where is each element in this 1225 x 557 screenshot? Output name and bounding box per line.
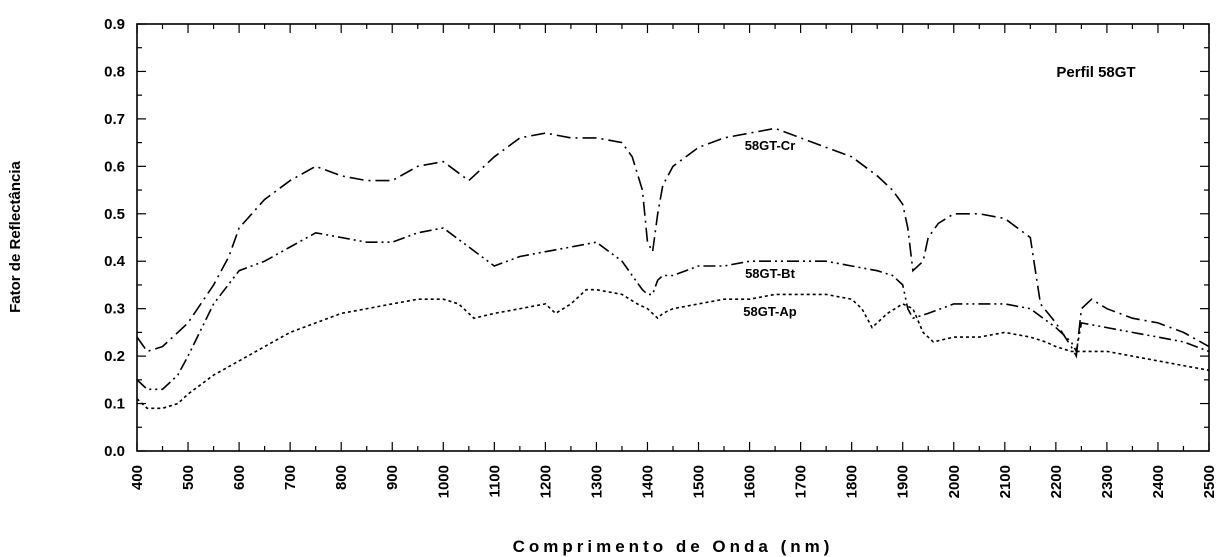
y-tick-label: 0.0 xyxy=(104,443,125,460)
series-label-3: 58GT-Ap xyxy=(743,304,797,319)
y-tick-label: 0.3 xyxy=(104,301,125,318)
series-line-3 xyxy=(136,288,1210,410)
x-tick-label: 1200 xyxy=(537,465,554,498)
series-line-1 xyxy=(136,127,1210,359)
y-tick-label: 0.6 xyxy=(104,158,125,175)
x-tick-label: 1300 xyxy=(588,465,605,498)
y-tick-label: 0.2 xyxy=(104,348,125,365)
x-tick-label: 1800 xyxy=(844,465,861,498)
x-tick-label: 1400 xyxy=(639,465,656,498)
x-tick-label: 2100 xyxy=(997,465,1014,498)
y-axis-title: Fator de Reflectância xyxy=(7,160,24,312)
x-tick-label: 900 xyxy=(384,465,401,490)
tick-marks xyxy=(136,23,1210,452)
plot-frame xyxy=(136,23,1210,452)
x-tick-label: 2300 xyxy=(1099,465,1116,498)
x-tick-label: 1000 xyxy=(435,465,452,498)
y-tick-label: 0.8 xyxy=(104,63,125,80)
y-tick-labels: 0.0 0.1 0.2 0.3 0.4 0.5 0.6 0.7 0.8 0.9 xyxy=(104,16,126,460)
x-tick-label: 2000 xyxy=(946,465,963,498)
x-tick-label: 2400 xyxy=(1150,465,1167,498)
y-tick-label: 0.9 xyxy=(104,16,125,33)
series-line-2 xyxy=(136,227,1210,391)
y-tick-label: 0.5 xyxy=(104,206,125,223)
x-tick-label: 400 xyxy=(129,465,146,490)
x-tick-label: 1100 xyxy=(486,465,503,498)
x-tick-label: 600 xyxy=(231,465,248,490)
x-tick-label: 500 xyxy=(180,465,197,490)
panel-title: Perfil 58GT xyxy=(1056,64,1135,81)
series-lines xyxy=(136,127,1210,410)
x-tick-label: 1600 xyxy=(742,465,759,498)
series-label-1: 58GT-Cr xyxy=(745,138,796,153)
series-label-2: 58GT-Bt xyxy=(745,266,796,281)
x-tick-labels: 400 500 600 700 800 900 1000 1100 1200 1300 1400 15… xyxy=(129,465,1218,498)
x-tick-label: 2500 xyxy=(1201,465,1218,498)
x-tick-label: 1500 xyxy=(691,465,708,498)
x-tick-label: 700 xyxy=(282,465,299,490)
series-annotations: 58GT-Cr 58GT-Bt 58GT-Ap xyxy=(743,138,797,319)
x-tick-label: 2200 xyxy=(1048,465,1065,498)
y-tick-label: 0.7 xyxy=(104,111,125,128)
x-tick-label: 800 xyxy=(333,465,350,490)
y-tick-label: 0.4 xyxy=(104,253,126,270)
x-tick-label: 1700 xyxy=(793,465,810,498)
x-axis-title: Comprimento de Onda (nm) xyxy=(513,537,834,556)
y-tick-label: 0.1 xyxy=(104,396,125,413)
x-tick-label: 1900 xyxy=(895,465,912,498)
